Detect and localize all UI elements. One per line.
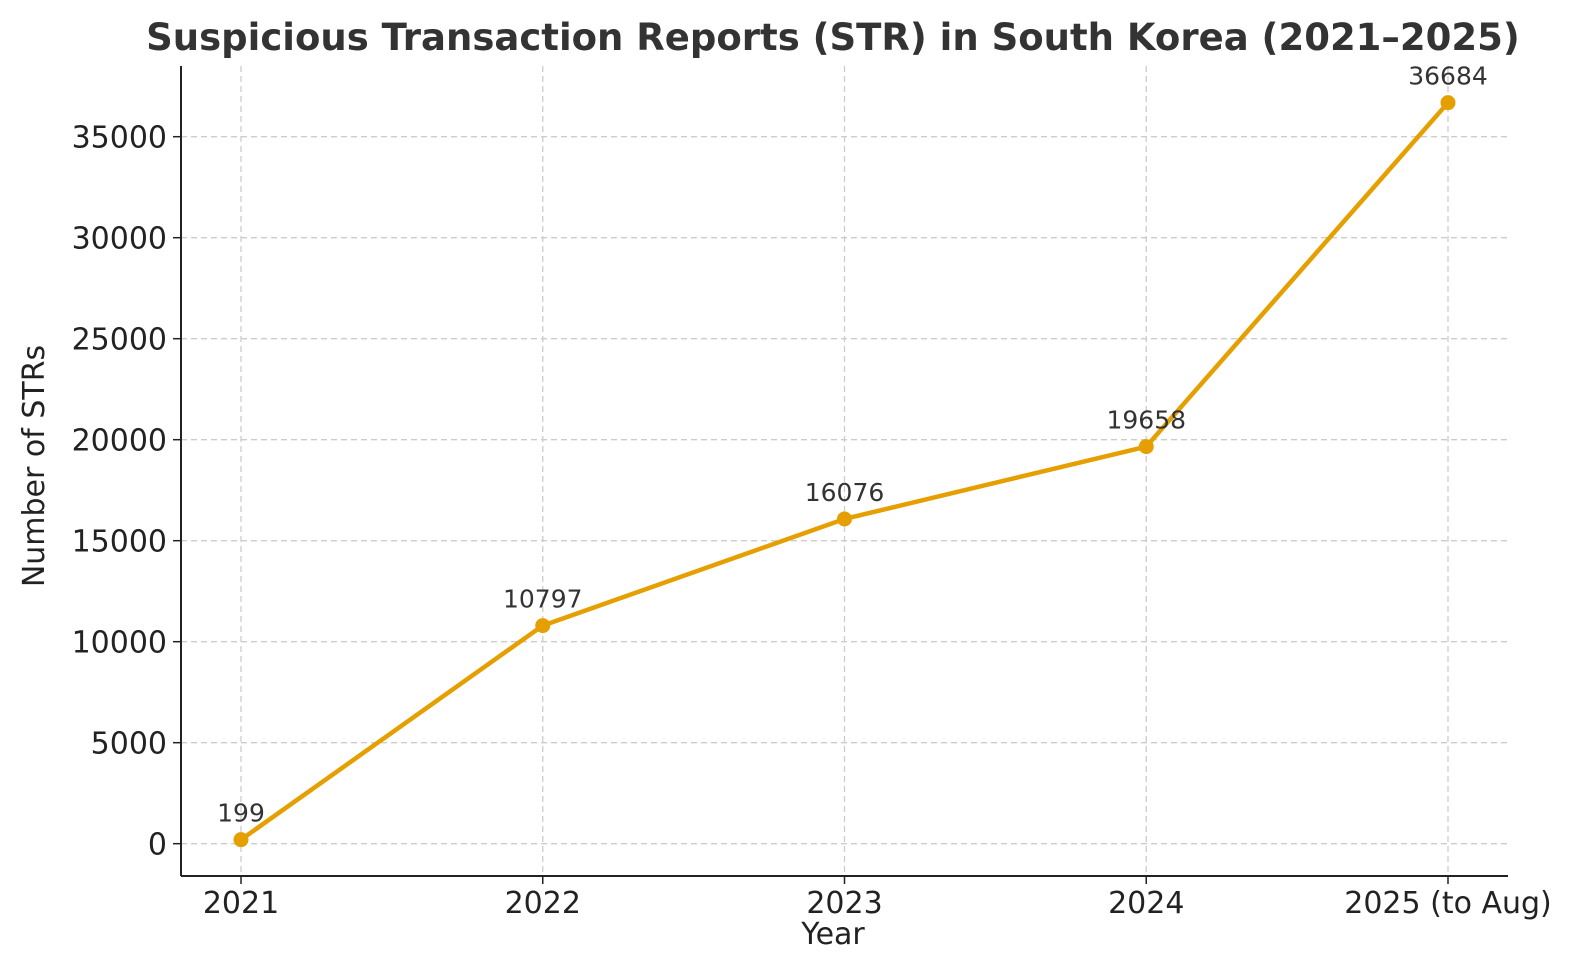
y-tick-label-6: 30000 xyxy=(72,222,167,257)
data-point-1 xyxy=(535,618,551,634)
series xyxy=(233,95,1456,848)
data-labels: 199 10797 16076 19658 36684 xyxy=(217,62,1488,828)
y-tick-label-1: 5000 xyxy=(91,727,167,762)
data-label-1: 10797 xyxy=(503,585,583,614)
x-tick-label-2: 2023 xyxy=(806,886,882,921)
data-label-3: 19658 xyxy=(1106,406,1186,435)
data-label-0: 199 xyxy=(217,799,265,828)
y-tick-label-2: 10000 xyxy=(72,626,167,661)
x-tick-label-0: 2021 xyxy=(203,886,279,921)
axes xyxy=(173,66,1508,884)
x-tick-label-1: 2022 xyxy=(505,886,581,921)
y-tick-label-4: 20000 xyxy=(72,424,167,459)
data-point-2 xyxy=(837,511,852,527)
data-point-0 xyxy=(233,832,249,848)
x-axis-label: Year xyxy=(800,917,865,952)
y-axis-label: Number of STRs xyxy=(17,345,52,587)
chart-title: Suspicious Transaction Reports (STR) in … xyxy=(146,16,1520,59)
grid xyxy=(181,66,1508,876)
y-tick-label-5: 25000 xyxy=(72,323,167,358)
y-tick-label-0: 0 xyxy=(148,828,167,863)
data-point-4 xyxy=(1440,95,1456,111)
data-label-4: 36684 xyxy=(1408,62,1488,91)
x-tick-label-3: 2024 xyxy=(1108,886,1184,921)
x-tick-label-4: 2025 (to Aug) xyxy=(1344,886,1552,921)
data-point-3 xyxy=(1138,439,1154,455)
data-label-2: 16076 xyxy=(805,478,885,507)
y-tick-label-7: 35000 xyxy=(72,121,167,156)
y-tick-label-3: 15000 xyxy=(72,525,167,560)
tick-labels: 0 5000 10000 15000 20000 25000 30000 35000 2021 2… xyxy=(72,121,1552,921)
